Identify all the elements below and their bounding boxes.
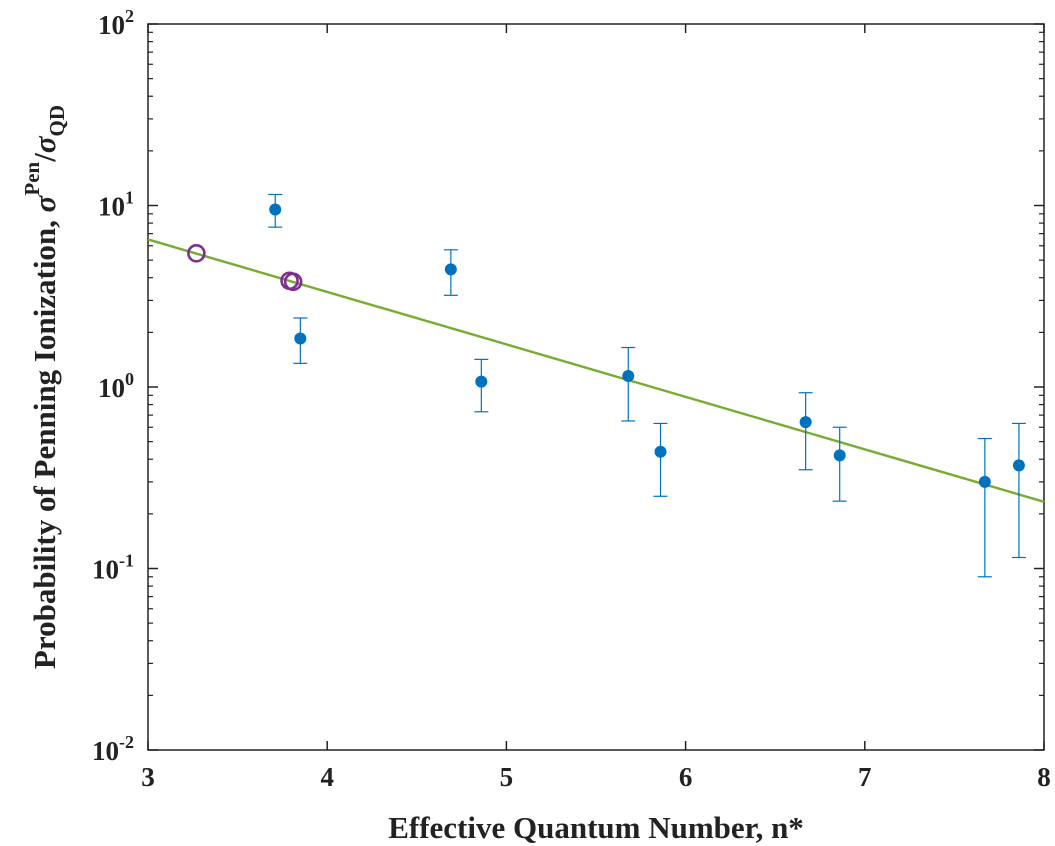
y-axis-label: Probability of Penning Ionization, σPen/… [20,105,69,669]
y-axis-label-sigma2: σ [27,135,62,153]
x-axis-label: Effective Quantum Number, n* [388,810,804,845]
data-point-4 [622,369,635,382]
y-tick-base-0: 10 [92,736,119,766]
y-axis-label-slash: / [27,153,62,163]
data-point-1 [294,332,307,345]
data-point-2 [444,263,457,276]
x-tick-label-1: 4 [320,762,334,792]
x-tick-label-5: 8 [1037,762,1051,792]
open-circle-point-2 [283,272,303,292]
y-tick-exp-0: -2 [119,732,134,752]
data-point-0 [269,203,282,216]
y-tick-base-3: 10 [98,192,125,222]
x-tick-label-0: 3 [141,762,155,792]
data-point-8 [978,475,991,488]
y-axis-label-superscript: Pen [20,161,44,195]
data-point-7 [833,449,846,462]
y-axis-label-sigma: σ [27,194,62,212]
y-tick-label-2: 100 [98,369,134,403]
y-tick-base-2: 10 [98,373,125,403]
y-tick-label-0: 10-2 [92,732,134,766]
errorbar-layer [268,193,1026,578]
y-tick-label-1: 10-1 [92,551,134,585]
y-tick-exp-1: -1 [119,551,134,571]
x-tick-label-4: 7 [858,762,872,792]
x-tick-label-2: 5 [500,762,514,792]
data-point-6 [799,416,812,429]
data-point-3 [475,375,488,388]
y-tick-label-4: 102 [98,6,134,40]
data-point-5 [654,445,667,458]
x-tick-label-3: 6 [679,762,693,792]
y-tick-base-4: 10 [98,10,125,40]
y-axis-label-subscript: QD [45,105,69,137]
plot-area [147,23,1045,751]
y-tick-exp-2: 0 [125,369,134,389]
points-layer [187,203,1025,488]
open-circle-point-0 [187,244,206,263]
y-tick-exp-4: 2 [125,6,134,26]
y-axis-label-text: Probability of Penning Ionization, [27,212,62,669]
data-point-9 [1012,459,1025,472]
y-tick-exp-3: 1 [125,188,134,208]
y-tick-label-3: 101 [98,188,134,222]
y-tick-base-1: 10 [92,555,119,585]
